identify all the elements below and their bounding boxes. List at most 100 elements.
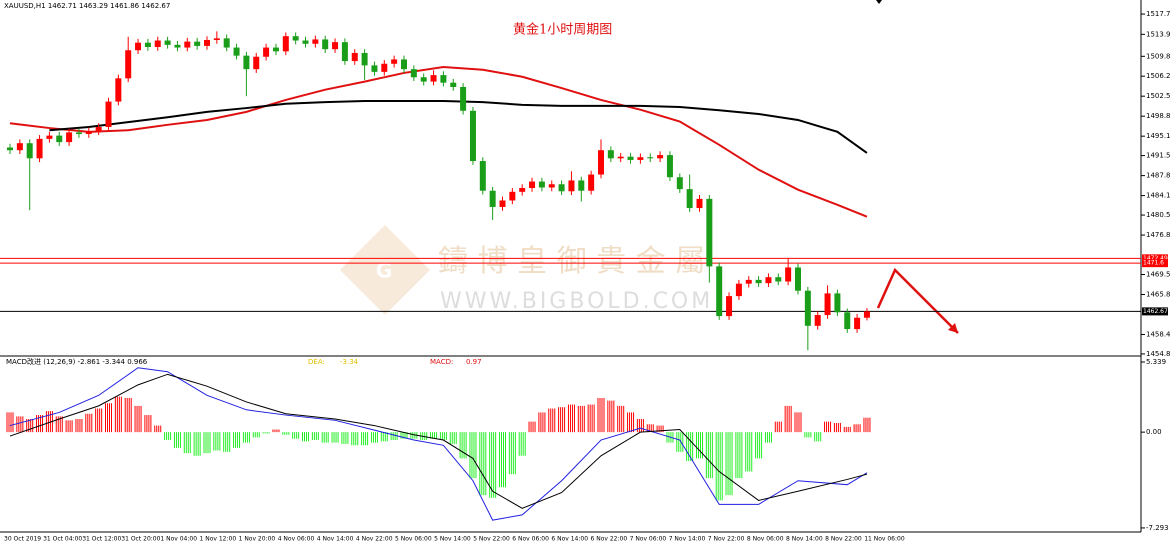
candle-body: [233, 47, 240, 56]
candle-body: [144, 42, 151, 48]
y-tick-label: 5.339: [1146, 358, 1166, 366]
candle-body: [814, 315, 821, 326]
candle-body: [735, 283, 742, 297]
level-label: 1472.49: [1143, 255, 1168, 262]
candle-body: [598, 150, 604, 175]
candle-body: [440, 75, 447, 83]
candle-body: [578, 180, 585, 191]
candle-body: [351, 52, 358, 62]
candle-body: [125, 50, 132, 79]
candle-body: [16, 143, 23, 151]
watermark-logo: G: [340, 225, 430, 315]
candle-body: [332, 42, 339, 50]
y-tick-label: 1465.80: [1146, 290, 1170, 298]
candle-body: [312, 39, 319, 44]
level-label: 1471.6: [1143, 260, 1164, 267]
level-label-bg: [1142, 259, 1168, 268]
symbol-info: XAUUSD,H1 1462.71 1463.29 1461.86 1462.6…: [4, 2, 170, 10]
x-tick-label: 8 Nov 06:00: [747, 536, 784, 543]
watermark-url: WWW.BIGBOLD.COM: [440, 289, 713, 314]
candle-body: [420, 77, 427, 82]
x-tick-label: 30 Oct 2019: [4, 536, 41, 543]
candle-body: [529, 181, 536, 189]
candle-body: [607, 150, 614, 159]
x-tick-label: 31 Oct 04:00: [43, 536, 82, 543]
x-tick-label: 6 Nov 06:00: [512, 536, 549, 543]
candle-body: [7, 147, 13, 151]
candle-body: [696, 198, 703, 209]
candle-body: [657, 155, 664, 159]
candle-body: [795, 267, 801, 291]
candle-body: [430, 75, 437, 82]
candle-body: [282, 36, 289, 52]
candle-body: [184, 41, 191, 48]
candle-body: [302, 40, 309, 44]
x-tick-label: 6 Nov 22:00: [591, 536, 628, 543]
candle-body: [686, 189, 693, 209]
y-tick-label: 1487.80: [1146, 172, 1170, 180]
candle-body: [135, 42, 142, 51]
x-tick-label: 31 Oct 20:00: [121, 536, 160, 543]
y-tick-label: 1495.10: [1146, 132, 1170, 140]
macd-caption: MACD:: [430, 358, 453, 366]
candle-body: [538, 181, 545, 188]
x-tick-label: 8 Nov 22:00: [825, 536, 862, 543]
forecast-arrow: [876, 267, 959, 334]
indicator-line: [9, 367, 868, 521]
y-tick-label: 1509.88: [1146, 52, 1170, 60]
y-tick-label: 1506.20: [1146, 72, 1170, 80]
candle-body: [243, 55, 250, 70]
y-tick-label: 1476.80: [1146, 231, 1170, 239]
y-tick-label: -7.293: [1146, 524, 1169, 532]
x-tick-label: 8 Nov 14:00: [786, 536, 823, 543]
candle-body: [617, 156, 624, 159]
x-tick-label: 4 Nov 22:00: [356, 536, 393, 543]
x-tick-label: 7 Nov 14:00: [669, 536, 706, 543]
candle-body: [844, 312, 851, 330]
x-tick-label: 1 Nov 20:00: [239, 536, 276, 543]
candle-body: [263, 47, 270, 57]
candle-body: [469, 110, 476, 162]
candle-body: [676, 177, 683, 190]
candle-body: [410, 69, 417, 78]
x-tick-label: 31 Oct 12:00: [82, 536, 121, 543]
candle-body: [785, 267, 792, 282]
dea-value: -3.34: [340, 358, 359, 366]
macd-info: MACD改进 (12,26,9) -2.861 -3.344 0.966: [6, 357, 148, 366]
level-label-bg: [1142, 254, 1168, 263]
candle-body: [154, 40, 161, 48]
candle-body: [460, 86, 467, 111]
x-tick-label: 5 Nov 22:00: [473, 536, 510, 543]
x-tick-label: 1 Nov 04:00: [160, 536, 197, 543]
y-tick-label: 1469.50: [1146, 270, 1170, 278]
candle-body: [548, 184, 555, 188]
y-tick-label: 1513.95: [1146, 30, 1170, 38]
indicator-line: [9, 65, 868, 218]
candle-body: [26, 143, 33, 159]
svg-text:G: G: [376, 259, 392, 283]
candle-body: [253, 56, 260, 70]
y-tick-label: 0.00: [1146, 428, 1162, 436]
candle-body: [56, 135, 63, 143]
dea-caption: DEA:: [308, 358, 325, 366]
candle-body: [223, 38, 230, 48]
watermark-text: 鑄 博 皇 御 貴 金 屬: [438, 244, 705, 279]
candle-body: [36, 138, 43, 159]
y-tick-label: 1458.40: [1146, 330, 1170, 338]
candle-body: [804, 290, 811, 326]
candle-body: [854, 317, 861, 330]
candle-body: [666, 155, 673, 178]
y-tick-label: 1484.10: [1146, 192, 1170, 200]
candle-body: [568, 180, 575, 192]
candle-body: [824, 293, 831, 316]
candle-body: [85, 131, 92, 135]
candle-body: [499, 200, 506, 207]
x-tick-label: 1 Nov 12:00: [200, 536, 237, 543]
x-tick-label: 11 Nov 06:00: [864, 536, 905, 543]
candle-body: [489, 190, 496, 207]
candle-body: [213, 38, 220, 40]
candle-body: [834, 293, 841, 313]
candle-body: [105, 101, 112, 127]
